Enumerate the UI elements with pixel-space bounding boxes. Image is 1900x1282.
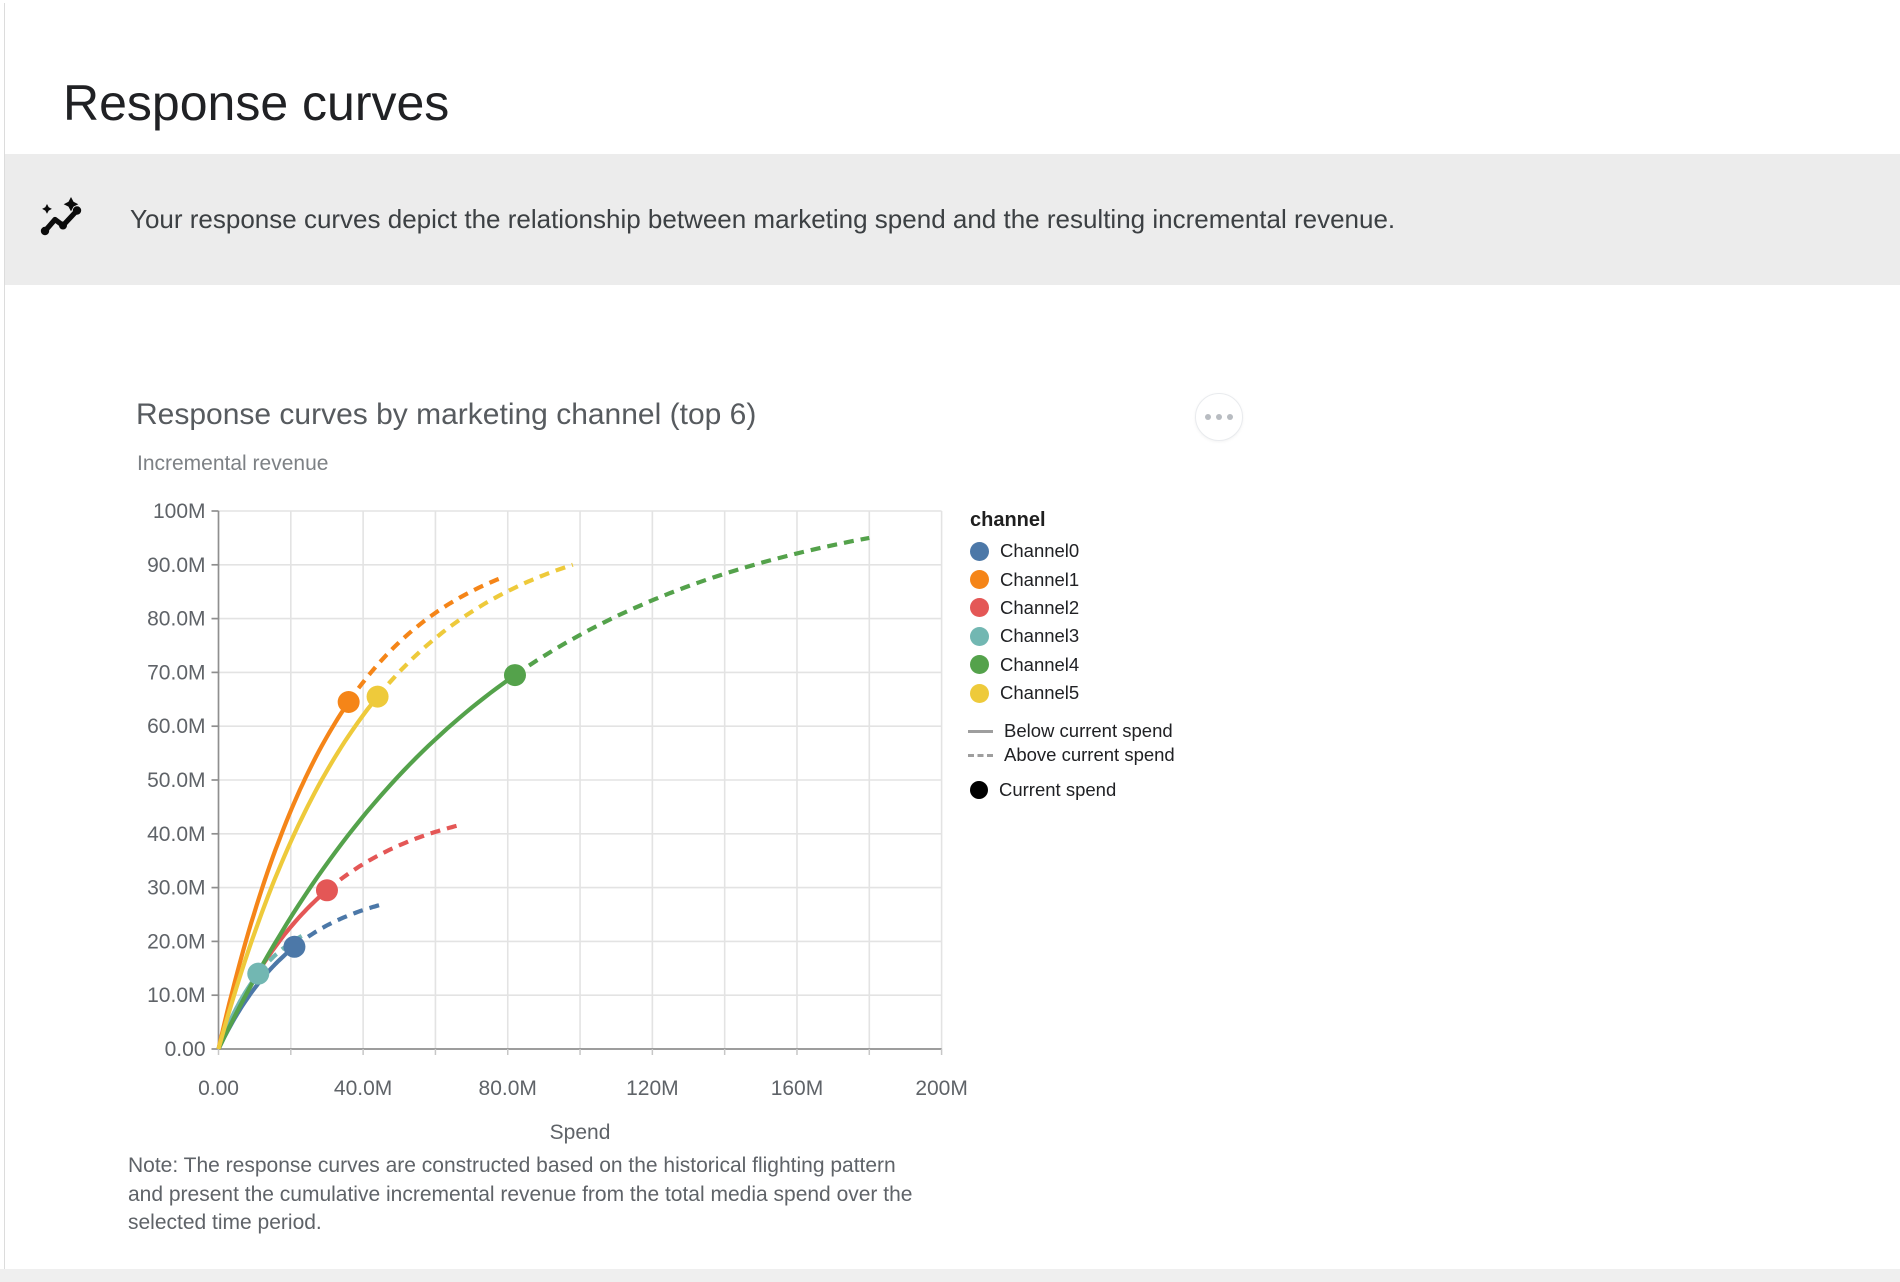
curve-above-current-spend-Channel5 xyxy=(375,562,574,698)
curve-above-current-spend-Channel4 xyxy=(513,535,870,677)
y-tick-label: 20.0M xyxy=(147,930,205,953)
legend-item-label: Channel4 xyxy=(1000,653,1080,675)
legend-swatch-channel3 xyxy=(970,626,989,646)
note-line: Note: The response curves are constructe… xyxy=(128,1154,896,1177)
x-tick-label: 160M xyxy=(771,1077,824,1100)
x-axis-title: Spend xyxy=(550,1121,611,1144)
current-spend-point-Channel4 xyxy=(503,664,526,687)
x-tick-label: 0.00 xyxy=(198,1077,239,1100)
legend-item-label: Above current spend xyxy=(1004,744,1175,766)
legend-item-label: Channel2 xyxy=(1000,596,1080,618)
x-tick-label: 120M xyxy=(626,1077,679,1100)
legend-item-current-spend: Current spend xyxy=(968,777,1228,803)
auto-graph-icon xyxy=(40,197,82,236)
legend-swatch-channel1 xyxy=(970,570,989,590)
current-spend-dot-swatch xyxy=(970,781,988,800)
chart-subtitle: Incremental revenue xyxy=(137,452,329,475)
legend-item-channel5: Channel5 xyxy=(968,679,1228,707)
y-tick-label: 30.0M xyxy=(147,877,205,900)
current-spend-point-Channel1 xyxy=(337,690,360,713)
legend-item-below-current-spend: Below current spend xyxy=(968,719,1228,743)
y-tick-label: 70.0M xyxy=(147,661,205,684)
y-tick-label: 60.0M xyxy=(147,715,205,738)
y-tick-label: 10.0M xyxy=(147,984,205,1007)
x-tick-label: 40.0M xyxy=(334,1077,392,1100)
next-section-edge xyxy=(0,1269,1900,1282)
current-spend-point-Channel0 xyxy=(283,935,306,958)
legend-swatch-channel0 xyxy=(970,541,989,561)
insight-banner: Your response curves depict the relation… xyxy=(5,154,1900,285)
page-left-divider xyxy=(4,3,5,1282)
legend-item-label: Below current spend xyxy=(1004,720,1173,742)
chart-note: Note: The response curves are constructe… xyxy=(128,1152,912,1238)
current-spend-point-Channel5 xyxy=(366,685,389,708)
legend-item-channel4: Channel4 xyxy=(968,651,1228,679)
legend-item-above-current-spend: Above current spend xyxy=(968,743,1228,767)
legend-item-label: Channel1 xyxy=(1000,568,1080,590)
y-tick-label: 80.0M xyxy=(147,608,205,631)
x-tick-label: 80.0M xyxy=(479,1077,537,1100)
chart-title: Response curves by marketing channel (to… xyxy=(136,398,757,431)
y-tick-label: 100M xyxy=(153,500,206,523)
response-curves-plot: 0.00 10.0M 20.0M 30.0M 40.0M 50.0M 60.0M 70.0M 8… xyxy=(147,500,968,1144)
chart-legend: channel Channel0 Channel1 Channel2 Chann… xyxy=(968,503,1228,803)
dashed-line-swatch xyxy=(968,753,993,757)
curve-below-current-spend-Channel1 xyxy=(216,700,351,1050)
curve-below-current-spend-Channel4 xyxy=(216,673,517,1050)
x-tick-label: 200M xyxy=(915,1077,968,1100)
legend-item-label: Channel3 xyxy=(1000,625,1080,647)
legend-swatch-channel4 xyxy=(970,655,989,675)
y-tick-label: 0.00 xyxy=(165,1038,206,1061)
legend-item-channel1: Channel1 xyxy=(968,565,1228,593)
legend-swatch-channel5 xyxy=(970,683,989,703)
legend-item-label: Channel5 xyxy=(1000,682,1080,704)
legend-title: channel xyxy=(970,509,1046,531)
current-spend-point-Channel2 xyxy=(315,879,338,902)
legend-item-channel0: Channel0 xyxy=(968,537,1228,565)
legend-item-label: Current spend xyxy=(999,779,1117,801)
solid-line-swatch xyxy=(968,729,993,733)
y-tick-label: 50.0M xyxy=(147,769,205,792)
note-line: selected time period. xyxy=(128,1211,322,1234)
legend-item-channel3: Channel3 xyxy=(968,622,1228,650)
banner-text: Your response curves depict the relation… xyxy=(130,204,1396,234)
note-line: and present the cumulative incremental r… xyxy=(128,1182,913,1206)
page-title: Response curves xyxy=(63,74,450,131)
curve-above-current-spend-Channel1 xyxy=(346,576,502,704)
y-tick-label: 90.0M xyxy=(147,554,205,577)
y-tick-label: 40.0M xyxy=(147,823,205,846)
curve-below-current-spend-Channel5 xyxy=(216,695,380,1050)
legend-swatch-channel2 xyxy=(970,598,989,618)
curve-above-current-spend-Channel0 xyxy=(293,901,386,949)
current-spend-point-Channel3 xyxy=(247,962,270,985)
legend-item-channel2: Channel2 xyxy=(968,594,1228,622)
more-horiz-icon xyxy=(1205,414,1233,420)
more-options-button[interactable] xyxy=(1195,393,1243,441)
legend-item-label: Channel0 xyxy=(1000,540,1080,562)
curve-above-current-spend-Channel2 xyxy=(325,823,458,892)
